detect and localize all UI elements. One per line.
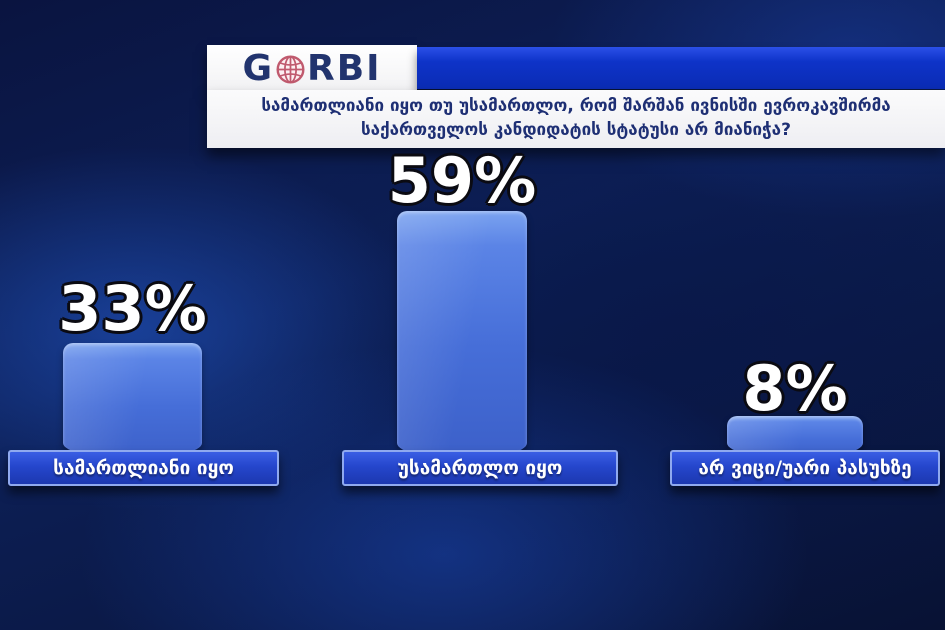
- bar-value-label-unfair: 59%: [387, 144, 537, 217]
- category-label-dontknow: არ ვიცი/უარი პასუხზე: [698, 457, 912, 479]
- gorbi-logo: G RBI: [207, 45, 417, 92]
- category-label-unfair: უსამართლო იყო: [397, 457, 563, 479]
- bar-value-label-fair: 33%: [58, 272, 207, 345]
- globe-icon: [275, 54, 306, 85]
- logo-letter-g: G: [242, 47, 274, 89]
- question-line-1: სამართლიანი იყო თუ უსამართლო, რომ შარშან…: [261, 96, 891, 116]
- category-box-dontknow: არ ვიცი/უარი პასუხზე: [670, 450, 940, 486]
- logo-letters-rbi: RBI: [307, 47, 382, 89]
- bar-fair: [63, 343, 202, 459]
- question-box: სამართლიანი იყო თუ უსამართლო, რომ შარშან…: [207, 90, 945, 148]
- category-box-fair: სამართლიანი იყო: [8, 450, 279, 486]
- question-line-2: საქართველოს კანდიდატის სტატუსი არ მიანიჭ…: [361, 120, 791, 140]
- category-box-unfair: უსამართლო იყო: [342, 450, 618, 486]
- header-blue-bar: [417, 47, 945, 89]
- category-label-fair: სამართლიანი იყო: [53, 457, 234, 479]
- bar-unfair: [397, 211, 527, 459]
- bar-value-label-dontknow: 8%: [742, 352, 848, 425]
